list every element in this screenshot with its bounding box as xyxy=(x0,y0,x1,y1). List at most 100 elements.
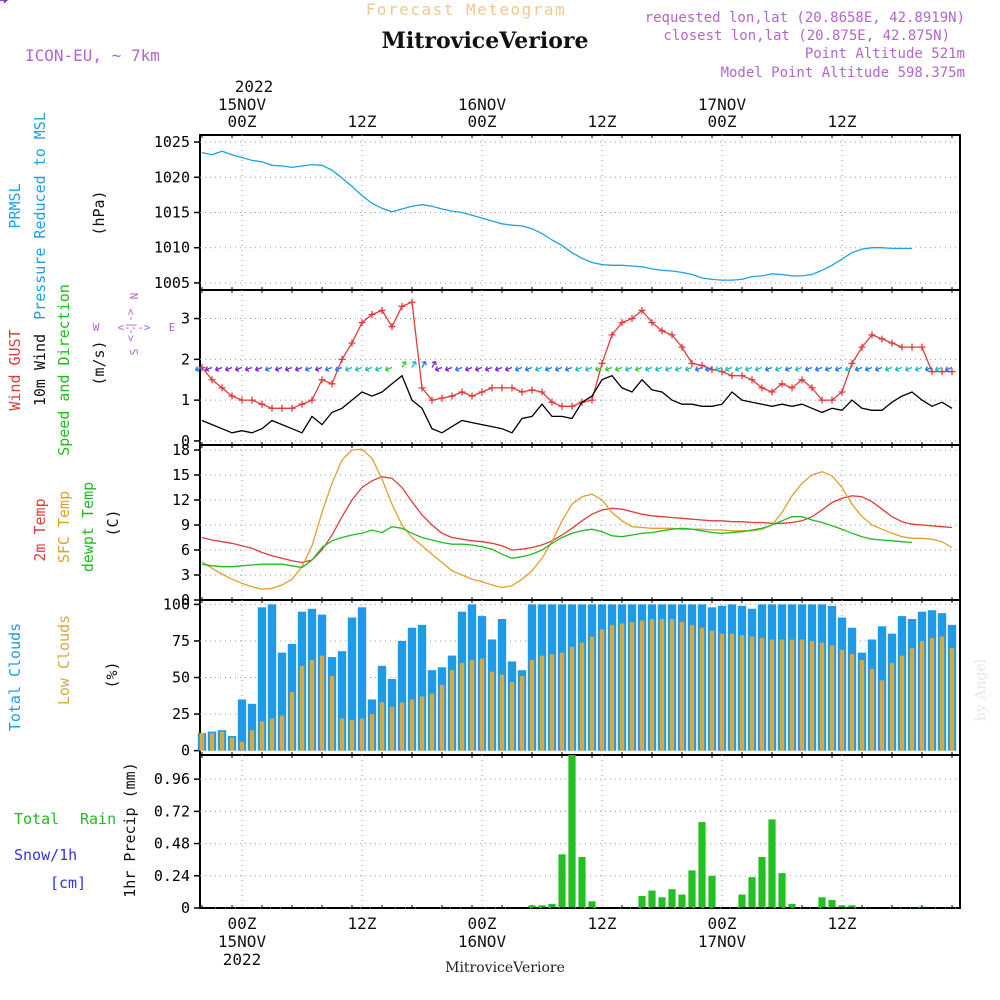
temp-ytick-label: 9 xyxy=(181,516,190,534)
clouds-ytick-label: 50 xyxy=(172,669,190,687)
low-clouds-bar xyxy=(789,639,795,751)
rain-bar xyxy=(818,897,826,908)
wind-ytick-label: 0 xyxy=(181,432,190,450)
top-time-label: 12Z xyxy=(828,112,857,131)
precip-ytick-label: 0.48 xyxy=(154,835,190,853)
gust-point xyxy=(288,404,296,412)
wind-direction-arrow xyxy=(764,366,773,372)
wind-direction-arrow xyxy=(674,366,683,372)
wind-direction-arrow xyxy=(374,366,383,372)
wind-direction-arrow xyxy=(824,366,833,372)
low-clouds-bar xyxy=(529,659,535,751)
gust-point xyxy=(408,298,416,306)
series-dewpt-temp xyxy=(201,516,913,569)
wind-direction-arrow xyxy=(694,366,703,372)
rain-bar xyxy=(548,903,556,908)
gust-point xyxy=(268,404,276,412)
snow-unit-label: [cm] xyxy=(50,874,86,892)
wind-direction-arrow xyxy=(834,366,843,372)
rain-bar xyxy=(778,873,786,908)
gust-point xyxy=(358,319,366,327)
wind-direction-arrow xyxy=(804,366,813,372)
gust-point xyxy=(638,306,646,314)
low-clouds-bar xyxy=(339,718,345,751)
gust-point xyxy=(778,380,786,388)
bottom-time-label: 00Z xyxy=(228,914,257,933)
gust-point xyxy=(858,343,866,351)
gust-point xyxy=(488,384,496,392)
low-clouds-bar xyxy=(909,648,915,751)
wind-direction-arrow xyxy=(364,366,373,372)
rain-bar xyxy=(678,894,686,908)
low-clouds-bar xyxy=(439,684,445,751)
low-clouds-bar xyxy=(359,718,365,751)
wind-direction-arrow xyxy=(314,366,323,372)
gust-point xyxy=(218,384,226,392)
low-clouds-bar xyxy=(259,721,265,751)
low-clouds-bar xyxy=(399,702,405,751)
low-clouds-bar xyxy=(859,659,865,751)
top-time-label: 17NOV xyxy=(698,95,747,114)
low-clouds-bar xyxy=(449,670,455,751)
gust-point xyxy=(558,402,566,410)
precip-ytick-label: 0 xyxy=(181,899,190,917)
gust-point xyxy=(398,302,406,310)
temp-ytick-label: 0 xyxy=(181,591,190,609)
wind-direction-arrow xyxy=(794,366,803,372)
low-clouds-bar xyxy=(849,654,855,751)
wind-direction-arrow xyxy=(264,366,273,372)
wind-direction-arrow xyxy=(524,366,533,372)
clouds-unit: (%) xyxy=(103,661,121,688)
rain-bar xyxy=(738,894,746,908)
wind-direction-arrow xyxy=(534,366,543,372)
rain-bar xyxy=(748,877,756,908)
low-clouds-label: Low Clouds xyxy=(55,615,73,705)
top-time-label: 15NOV xyxy=(218,95,267,114)
low-clouds-bar xyxy=(389,706,395,751)
top-time-label: 12Z xyxy=(348,112,377,131)
wind-direction-arrow xyxy=(304,366,313,372)
gust-point xyxy=(278,404,286,412)
bottom-time-label: 00Z xyxy=(468,914,497,933)
wind-direction-arrow xyxy=(734,366,743,372)
total-clouds-label: Total Clouds xyxy=(6,623,24,731)
low-clouds-bar xyxy=(879,680,885,751)
wind-direction-arrow xyxy=(874,366,883,372)
low-clouds-bar xyxy=(589,636,595,751)
pressure-ytick-label: 1025 xyxy=(154,133,190,151)
sfc-temp-label: SFC Temp xyxy=(55,491,73,563)
top-time-label: 00Z xyxy=(708,112,737,131)
wind-direction-arrow xyxy=(594,366,603,372)
model-altitude: Model Point Altitude 598.375m xyxy=(721,65,965,81)
low-clouds-bar xyxy=(379,702,385,751)
gust-point xyxy=(598,359,606,367)
rain-bar xyxy=(588,901,596,908)
wind-direction-arrow xyxy=(214,366,223,372)
gust-point xyxy=(768,388,776,396)
gust-point xyxy=(888,339,896,347)
gust-point xyxy=(918,343,926,351)
low-clouds-bar xyxy=(799,639,805,751)
gust-point xyxy=(338,355,346,363)
series-10m-wind xyxy=(201,374,953,434)
low-clouds-bar xyxy=(349,719,355,751)
gust-point xyxy=(788,384,796,392)
low-clouds-bar xyxy=(239,741,245,751)
precip-panel-labels: Total Rain Snow/1h [cm] 1hr Precip (mm) xyxy=(14,762,139,897)
low-clouds-bar xyxy=(779,639,785,751)
gust-point xyxy=(878,335,886,343)
gust-point xyxy=(808,384,816,392)
top-time-label: 12Z xyxy=(588,112,617,131)
low-clouds-bar xyxy=(479,658,485,751)
total-clouds-bar xyxy=(277,652,287,751)
wind-unit: (m/s) xyxy=(90,340,108,385)
gust-point xyxy=(508,384,516,392)
low-clouds-bar xyxy=(519,676,525,751)
rain-bar xyxy=(698,822,706,908)
rain-bar xyxy=(558,854,566,908)
low-clouds-bar xyxy=(459,662,465,751)
gust-point xyxy=(798,376,806,384)
rain-bar xyxy=(658,897,666,908)
wind-direction-arrow xyxy=(814,366,823,372)
